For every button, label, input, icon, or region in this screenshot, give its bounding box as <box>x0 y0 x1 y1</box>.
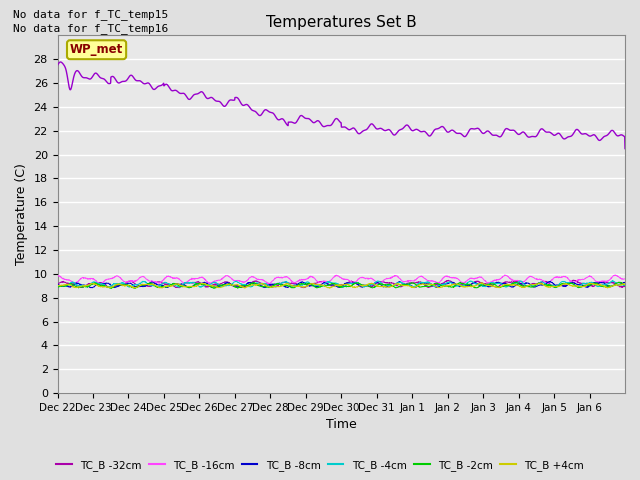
Text: No data for f_TC_temp15: No data for f_TC_temp15 <box>13 9 168 20</box>
Text: WP_met: WP_met <box>70 43 123 56</box>
Title: Temperatures Set B: Temperatures Set B <box>266 15 417 30</box>
Y-axis label: Temperature (C): Temperature (C) <box>15 163 28 265</box>
Legend: TC_B -32cm, TC_B -16cm, TC_B -8cm, TC_B -4cm, TC_B -2cm, TC_B +4cm: TC_B -32cm, TC_B -16cm, TC_B -8cm, TC_B … <box>52 456 588 475</box>
X-axis label: Time: Time <box>326 419 356 432</box>
Text: No data for f_TC_temp16: No data for f_TC_temp16 <box>13 23 168 34</box>
